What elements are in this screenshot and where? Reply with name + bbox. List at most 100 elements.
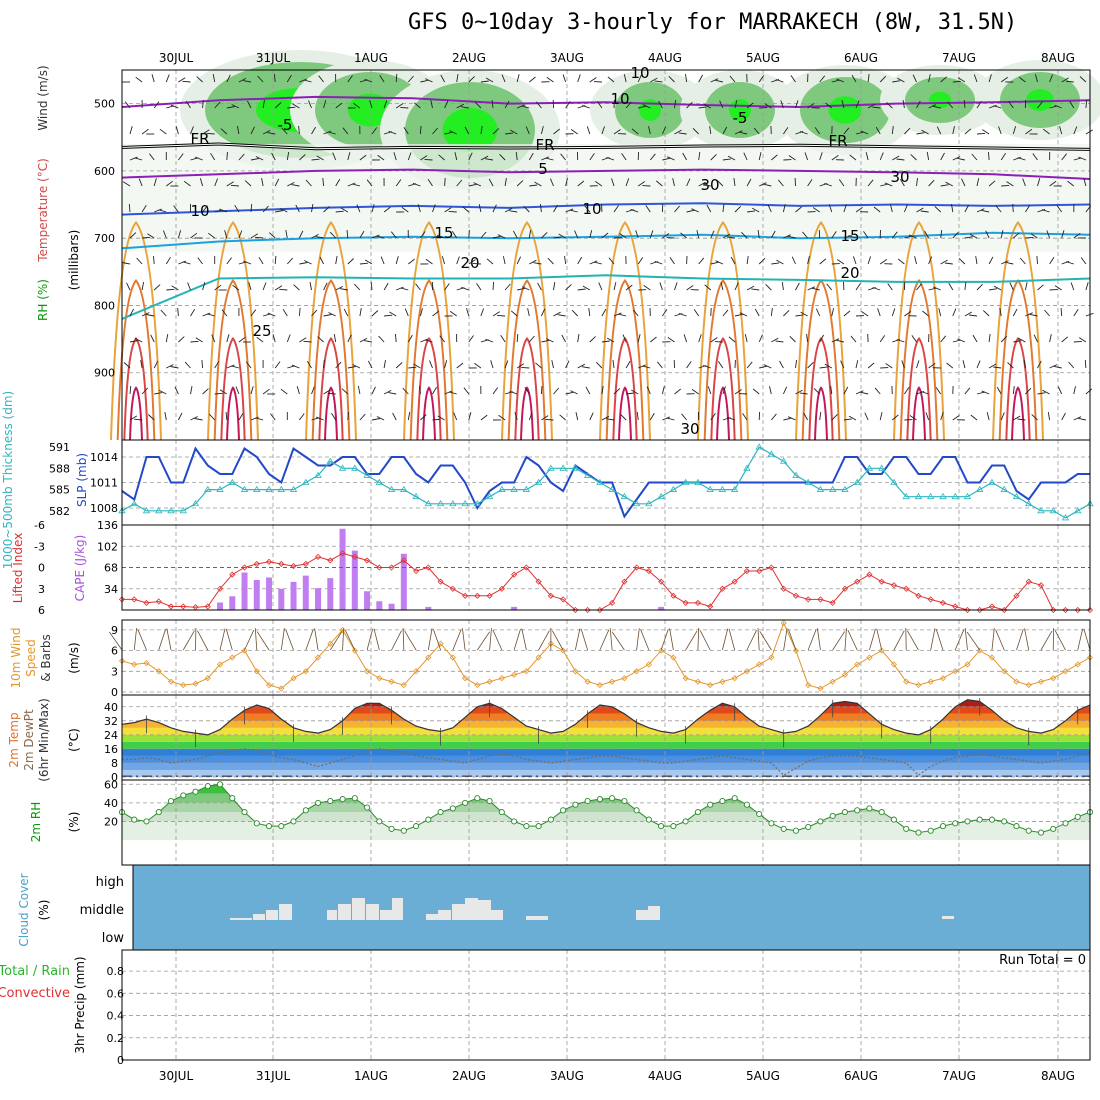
wind-barb [1017,418,1026,421]
wind-barb [521,628,527,651]
wind-barb [285,629,294,651]
wind-barb [206,132,215,135]
wind-barb [819,412,822,421]
wind-barb [860,130,869,135]
wind-barb [158,628,166,651]
wind-barb [720,282,724,291]
wind-barb [920,210,929,213]
wind-barb [480,308,485,317]
wind-speed-marker [682,675,689,682]
wind-barb [746,285,755,291]
wind-barb [250,386,254,395]
thickness-marker [694,478,702,485]
wind-barb [636,628,640,651]
wind-barb [466,308,470,317]
wind-barb [480,231,487,239]
wind-barb [109,631,123,651]
wind-barb [364,78,373,83]
wind-barb [1049,105,1058,109]
wind-barb [255,156,264,161]
li-marker [609,599,616,606]
wind-barb [819,258,827,265]
wind-barb [577,74,581,83]
wind-barb [230,184,239,187]
wind-barb [758,152,762,161]
wind-barb [280,388,288,395]
wind-barb [1083,178,1087,187]
wind-barb [323,130,332,135]
rh-marker [425,816,432,823]
cape-tick-label: 68 [104,562,118,575]
wind-barb [528,412,533,421]
wind-barb [874,387,881,395]
thickness-marker [902,492,910,500]
wind-barb [722,233,731,239]
wind-barb [759,365,768,369]
li-marker [376,564,383,571]
thickness-marker [204,485,212,492]
series-line [121,446,1090,519]
contour-label: FR [190,130,209,148]
date-tick-label: 4AUG [648,1069,682,1083]
wind-barb [685,74,688,83]
thickness-marker [547,464,555,471]
wind-barb [444,283,450,291]
wind-barb [891,231,898,239]
wind-barb [940,412,944,421]
wind-barb [323,206,330,213]
wind-barb [525,126,530,135]
rh-marker [315,799,322,806]
temperature-contour [716,386,730,441]
wind-barb [759,182,767,187]
wind-barb [988,256,994,265]
wind-barb [703,103,712,109]
temperature-contour [324,386,338,441]
wind-barb [376,235,385,239]
date-tick-label: 30JUL [159,1069,194,1083]
wind-barb [1042,389,1050,395]
thickness-marker [179,507,187,514]
thickness-marker [890,478,898,485]
wind-barb [141,128,149,135]
wind-barb [565,284,572,291]
wind-barb [1037,208,1046,213]
rh-marker [1025,827,1032,834]
wind-barb [795,282,800,291]
wind-barb [1049,180,1057,187]
wind-barb [770,230,776,239]
wind-barb [841,100,845,109]
wind-barb [133,628,137,651]
wind-barb [293,284,300,291]
wind-tick-label: 9 [111,624,118,637]
wind-barb [498,414,506,421]
wind-barb [184,361,191,369]
thickness-tick-label: 585 [49,484,70,497]
rh-marker [143,818,150,825]
wind-speed-marker [511,671,518,678]
wind-barb [420,231,426,239]
wind-barb [327,392,336,395]
temperature-contour [710,336,736,441]
wind-barb [709,126,712,135]
wind-barb [1054,630,1066,651]
wind-barb [1006,181,1014,187]
wind-barb [681,413,687,421]
wind-barb [304,260,312,265]
li-marker [743,567,750,575]
wind-barb [855,390,864,395]
wind-barb [667,337,675,343]
wind-barb [225,411,228,421]
wind-barb [335,102,343,109]
wind-barb [1073,416,1082,421]
wind-barb [716,179,724,187]
wind-barb [452,629,462,651]
wind-barb [214,360,220,369]
rh-tick-label: 40 [104,797,118,810]
wind-barb [746,361,753,369]
wind-barb [1012,126,1017,135]
li-marker [351,553,358,560]
thickness-marker [706,485,714,492]
wind-barb [935,628,944,651]
temperature-contour [618,386,632,441]
